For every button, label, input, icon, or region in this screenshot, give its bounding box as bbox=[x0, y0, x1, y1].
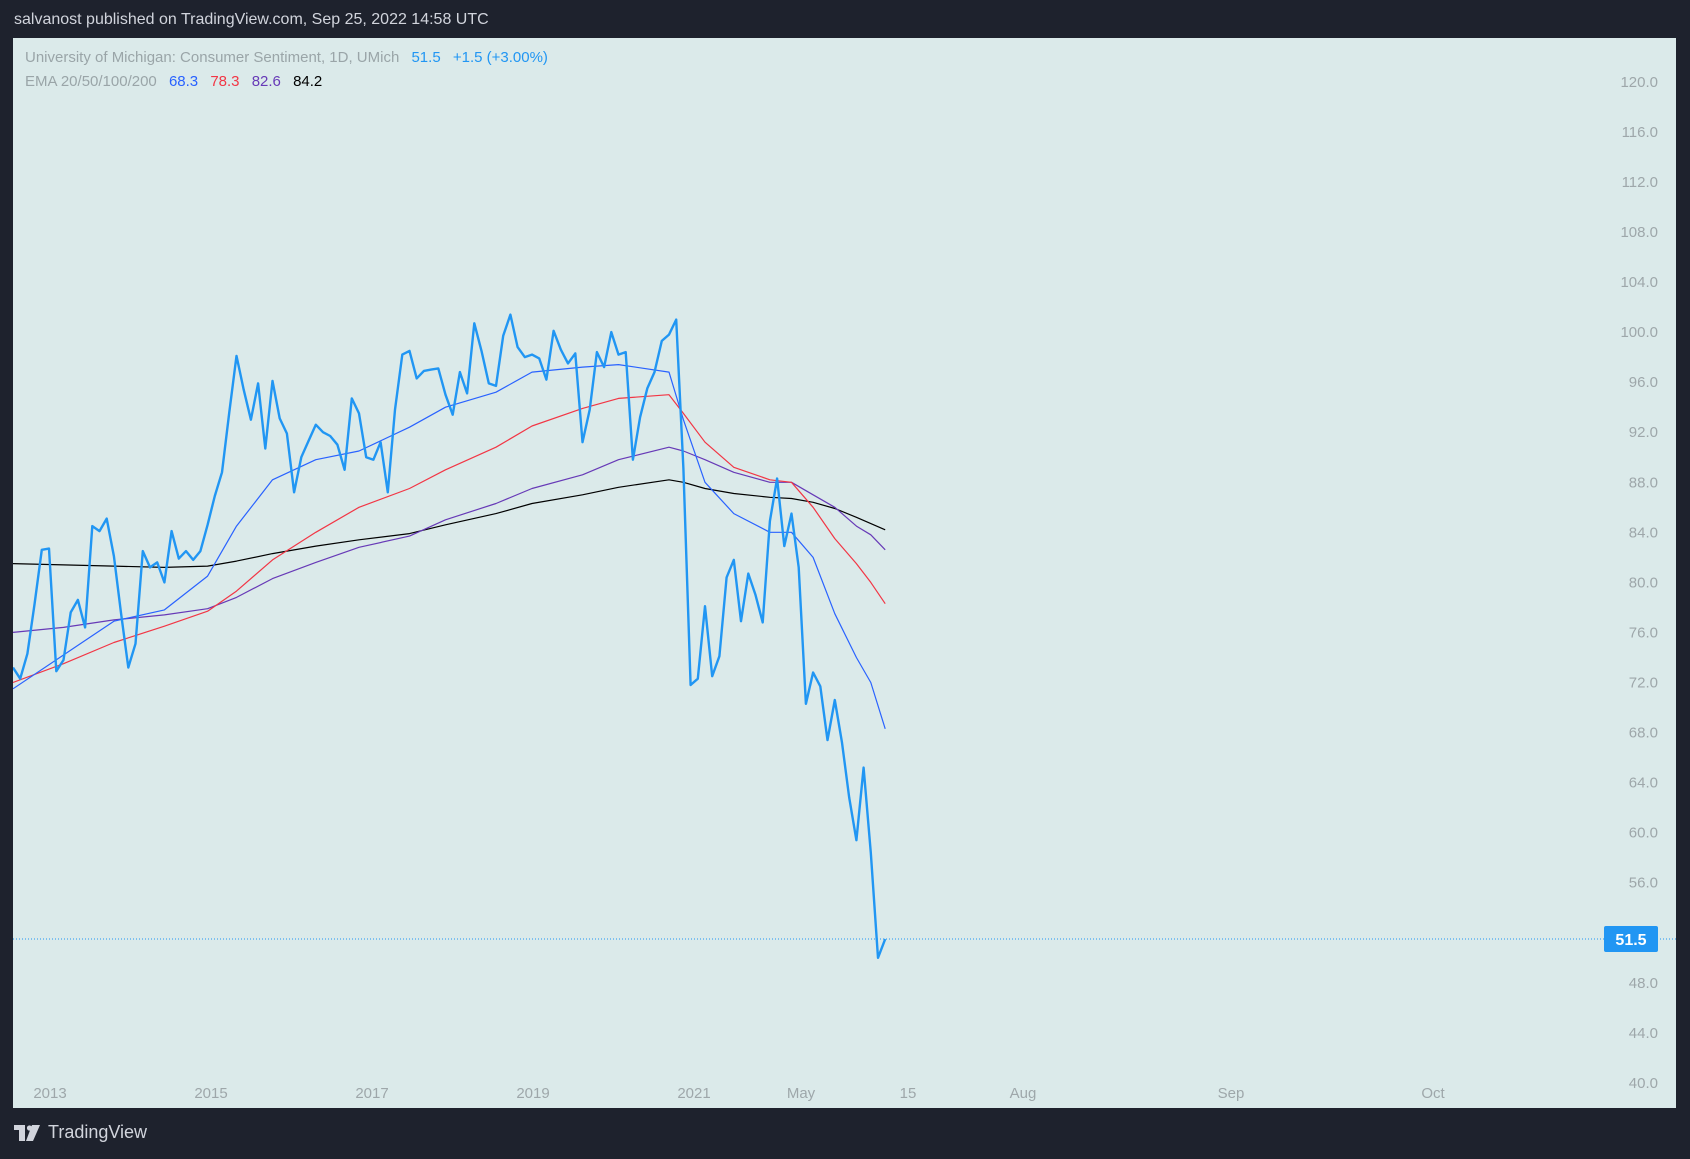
y-tick-label: 100.0 bbox=[1620, 324, 1658, 341]
ema-legend-row: EMA 20/50/100/200 68.3 78.3 82.6 84.2 bbox=[25, 70, 548, 94]
x-tick-label: 2013 bbox=[33, 1085, 66, 1102]
ema200-value: 84.2 bbox=[293, 73, 323, 90]
tradingview-logo[interactable]: TradingView bbox=[14, 1122, 147, 1143]
ema-title: EMA 20/50/100/200 bbox=[25, 73, 157, 90]
y-tick-label: 40.0 bbox=[1629, 1075, 1658, 1092]
y-tick-label: 76.0 bbox=[1629, 624, 1658, 641]
y-tick-label: 120.0 bbox=[1620, 74, 1658, 91]
x-tick-label: May bbox=[787, 1085, 816, 1102]
x-tick-label: 15 bbox=[900, 1085, 917, 1102]
y-tick-label: 48.0 bbox=[1629, 975, 1658, 992]
y-tick-label: 108.0 bbox=[1620, 224, 1658, 241]
last-value: 51.5 bbox=[411, 49, 441, 66]
publisher-bar: salvanost published on TradingView.com, … bbox=[0, 0, 1690, 38]
brand-name: TradingView bbox=[48, 1122, 148, 1142]
symbol-title: University of Michigan: Consumer Sentime… bbox=[25, 49, 400, 66]
publisher-text: salvanost published on TradingView.com, … bbox=[14, 11, 489, 28]
ema20-line bbox=[13, 364, 886, 729]
x-tick-label: 2019 bbox=[516, 1085, 549, 1102]
y-tick-label: 44.0 bbox=[1629, 1025, 1658, 1042]
ema50-value: 78.3 bbox=[210, 73, 240, 90]
chart-legend: University of Michigan: Consumer Sentime… bbox=[25, 46, 548, 94]
ema200-line bbox=[13, 479, 886, 569]
x-tick-label: 2015 bbox=[194, 1085, 227, 1102]
y-tick-label: 112.0 bbox=[1622, 174, 1658, 191]
y-tick-label: 64.0 bbox=[1629, 775, 1658, 792]
ema20-value: 68.3 bbox=[168, 73, 199, 90]
y-tick-label: 84.0 bbox=[1629, 524, 1658, 541]
y-tick-label: 68.0 bbox=[1629, 725, 1658, 742]
y-tick-label: 88.0 bbox=[1629, 474, 1658, 491]
x-tick-label: Aug bbox=[1010, 1085, 1037, 1102]
y-tick-label: 80.0 bbox=[1629, 574, 1658, 591]
ema50-line bbox=[13, 394, 886, 684]
y-tick-label: 116.0 bbox=[1622, 124, 1658, 141]
symbol-legend-row: University of Michigan: Consumer Sentime… bbox=[25, 46, 548, 70]
last-price-badge-text: 51.5 bbox=[1615, 932, 1646, 949]
y-tick-label: 72.0 bbox=[1629, 675, 1658, 692]
price-line bbox=[13, 313, 887, 959]
footer-bar: TradingView bbox=[0, 1108, 1690, 1159]
last-price-badge-bg bbox=[1604, 926, 1658, 953]
chart-area[interactable]: 120.0 116.0 112.0 108.0 104.0 100.0 96.0 92.0 88… bbox=[13, 38, 1676, 1108]
x-tick-label: Sep bbox=[1218, 1085, 1245, 1102]
tradingview-logo-icon bbox=[14, 1124, 40, 1141]
x-tick-label: 2021 bbox=[677, 1085, 710, 1102]
ema100-line bbox=[13, 446, 886, 633]
y-tick-label: 96.0 bbox=[1629, 374, 1658, 391]
y-tick-label: 92.0 bbox=[1629, 424, 1658, 441]
x-tick-label: 2017 bbox=[355, 1085, 388, 1102]
y-tick-label: 104.0 bbox=[1620, 274, 1658, 291]
y-tick-label: 56.0 bbox=[1629, 875, 1658, 892]
y-tick-label: 60.0 bbox=[1629, 825, 1658, 842]
price-chart[interactable]: 120.0 116.0 112.0 108.0 104.0 100.0 96.0 92.0 88… bbox=[13, 38, 1676, 1108]
last-price-badge: 51.5 bbox=[1604, 926, 1658, 953]
change-value: +1.5 (+3.00%) bbox=[452, 49, 548, 66]
ema100-value: 82.6 bbox=[251, 73, 281, 90]
x-tick-label: Oct bbox=[1421, 1085, 1445, 1102]
